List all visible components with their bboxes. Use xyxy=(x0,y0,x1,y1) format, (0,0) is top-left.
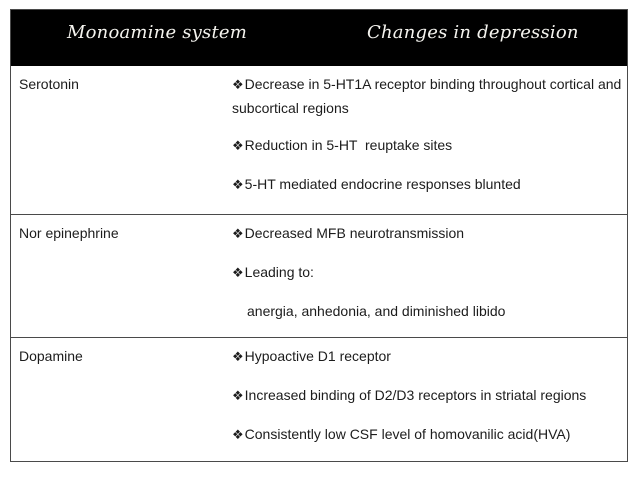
table-row-norepinephrine: Nor epinephrine ❖Decreased MFB neurotran… xyxy=(11,214,627,337)
system-cell-norepinephrine: Nor epinephrine xyxy=(11,215,232,337)
system-cell-serotonin: Serotonin xyxy=(11,66,232,214)
bullet-item: ❖Leading to: xyxy=(232,261,625,285)
bullet-item: ❖Increased binding of D2/D3 receptors in… xyxy=(232,384,625,408)
continuation-line: anergia, anhedonia, and diminished libid… xyxy=(232,300,625,322)
system-name: Dopamine xyxy=(19,348,83,364)
bullet-item: ❖Hypoactive D1 receptor xyxy=(232,345,625,369)
changes-cell-norepinephrine: ❖Decreased MFB neurotransmission ❖Leadin… xyxy=(232,215,627,337)
diamond-bullet-icon: ❖ xyxy=(232,227,244,242)
bullet-text: Decrease in 5-HT1A receptor binding thro… xyxy=(232,76,626,116)
table-row-serotonin: Serotonin ❖Decrease in 5-HT1A receptor b… xyxy=(11,66,627,214)
bullet-item: ❖Decreased MFB neurotransmission xyxy=(232,222,625,246)
bullet-text: Decreased MFB neurotransmission xyxy=(244,225,465,241)
bullet-item: ❖5-HT mediated endocrine responses blunt… xyxy=(232,173,625,197)
bullet-item: ❖Decrease in 5-HT1A receptor binding thr… xyxy=(232,73,625,119)
changes-cell-serotonin: ❖Decrease in 5-HT1A receptor binding thr… xyxy=(232,66,627,214)
diamond-bullet-icon: ❖ xyxy=(232,78,244,93)
monoamine-depression-table: Monoamine system Changes in depression S… xyxy=(10,9,628,462)
system-cell-dopamine: Dopamine xyxy=(11,338,232,462)
diamond-bullet-icon: ❖ xyxy=(232,178,244,193)
bullet-text: Hypoactive D1 receptor xyxy=(244,348,391,364)
bullet-text: Reduction in 5-HT reuptake sites xyxy=(244,137,453,153)
bullet-text: Leading to: xyxy=(244,264,314,280)
table-row-dopamine: Dopamine ❖Hypoactive D1 receptor ❖Increa… xyxy=(11,337,627,462)
diamond-bullet-icon: ❖ xyxy=(232,139,244,154)
diamond-bullet-icon: ❖ xyxy=(232,266,244,281)
bullet-text: 5-HT mediated endocrine responses blunte… xyxy=(244,176,521,192)
diamond-bullet-icon: ❖ xyxy=(232,389,244,404)
changes-cell-dopamine: ❖Hypoactive D1 receptor ❖Increased bindi… xyxy=(232,338,627,462)
continuation-text: anergia, anhedonia, and diminished libid… xyxy=(247,303,506,319)
header-changes-in-depression: Changes in depression xyxy=(367,22,579,43)
diamond-bullet-icon: ❖ xyxy=(232,428,244,443)
system-name: Nor epinephrine xyxy=(19,225,119,241)
system-name: Serotonin xyxy=(19,76,79,92)
bullet-text: Consistently low CSF level of homovanili… xyxy=(244,426,571,442)
table-header-row: Monoamine system Changes in depression xyxy=(11,10,627,66)
header-monoamine-system: Monoamine system xyxy=(67,22,248,43)
bullet-text: Increased binding of D2/D3 receptors in … xyxy=(244,387,587,403)
bullet-item: ❖Reduction in 5-HT reuptake sites xyxy=(232,134,625,158)
diamond-bullet-icon: ❖ xyxy=(232,350,244,365)
bullet-item: ❖Consistently low CSF level of homovanil… xyxy=(232,423,625,447)
